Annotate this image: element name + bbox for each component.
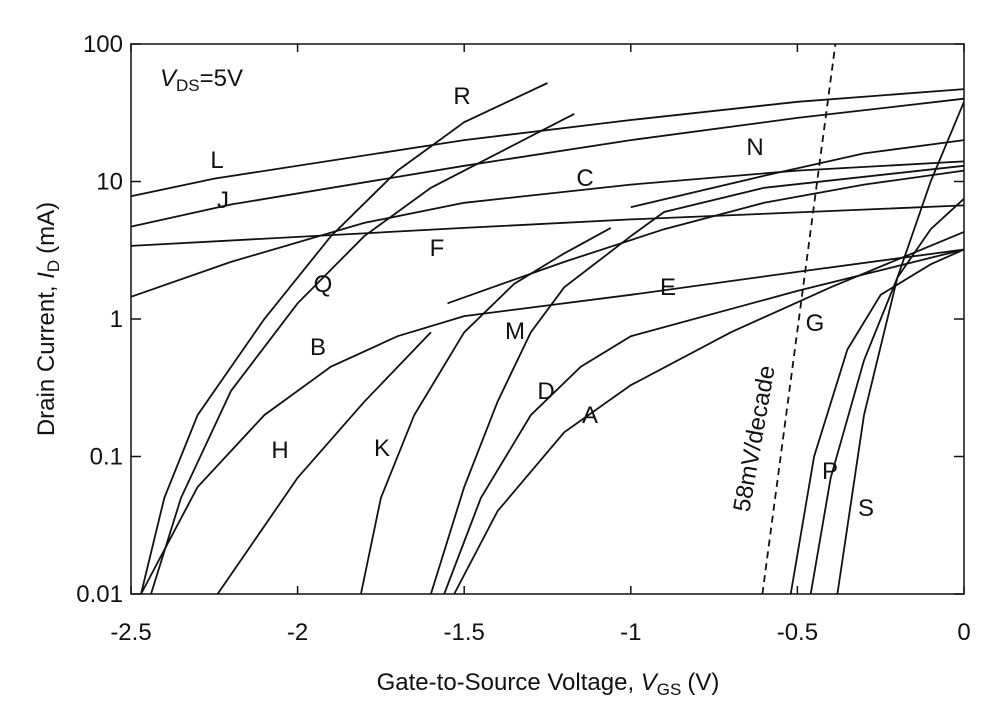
annotation: VDS=5V [160, 65, 243, 95]
y-label-symbol: I [33, 272, 60, 279]
curve-label: B [310, 334, 326, 361]
y-label-unit: (mA) [33, 202, 60, 254]
curve-label: R [453, 83, 470, 110]
curve [447, 169, 965, 305]
curve [140, 248, 965, 595]
curve [140, 82, 548, 595]
curve-label: H [271, 437, 288, 464]
x-tick-label: 0 [957, 619, 970, 646]
curve [216, 331, 432, 595]
curve-label: C [576, 165, 593, 192]
x-tick-label: -1.5 [444, 619, 485, 646]
x-tick-label: -2.5 [110, 619, 151, 646]
curve-label: E [660, 274, 676, 301]
curve [360, 227, 612, 595]
y-tick-label: 0.01 [76, 581, 123, 608]
curve-label: K [374, 435, 390, 462]
curve-label: M [505, 318, 525, 345]
curve-label: S [858, 495, 874, 522]
curve [836, 101, 965, 595]
x-tick-label: -2 [287, 619, 308, 646]
curve [809, 198, 965, 595]
x-label-unit: (V) [687, 669, 719, 696]
y-label-subscript: D [44, 260, 63, 272]
y-tick-label: 0.1 [90, 444, 123, 471]
curve [453, 231, 965, 595]
curve [789, 248, 965, 595]
curve-label: P [822, 458, 838, 485]
curve-label: A [582, 402, 598, 429]
x-label-symbol: V [641, 669, 659, 696]
curve [430, 164, 965, 595]
curve [150, 113, 575, 595]
plot-frame [130, 43, 965, 595]
annotation-text: =5V [200, 65, 243, 92]
curve-label: F [430, 235, 445, 262]
y-tick-label: 100 [83, 31, 123, 58]
curve-label: G [806, 310, 825, 337]
y-axis-label: Drain Current, ID (mA) [33, 202, 63, 436]
curve [130, 204, 965, 247]
y-label-text: Drain Current, [33, 279, 60, 436]
x-tick-label: -0.5 [777, 619, 818, 646]
x-axis-label: Gate-to-Source Voltage, VGS (V) [377, 669, 720, 699]
curve-label: 58mV/decade [728, 363, 780, 514]
curve-label: D [537, 378, 554, 405]
curve-label: L [210, 147, 223, 174]
annotation-subscript: DS [176, 76, 200, 95]
curve-label: N [746, 134, 763, 161]
y-tick-label: 1 [110, 306, 123, 333]
x-label-subscript: GS [657, 680, 682, 699]
curve [761, 43, 837, 595]
curve [130, 160, 965, 298]
x-label-text: Gate-to-Source Voltage, [377, 669, 641, 696]
curve [630, 139, 965, 209]
y-tick-label: 10 [96, 169, 123, 196]
annotation-symbol: V [160, 65, 178, 92]
x-tick-label: -1 [620, 619, 641, 646]
curve-label: Q [314, 271, 333, 298]
curve [130, 88, 965, 198]
curve [130, 97, 965, 228]
curve-label: J [217, 187, 229, 214]
curve [443, 248, 965, 595]
